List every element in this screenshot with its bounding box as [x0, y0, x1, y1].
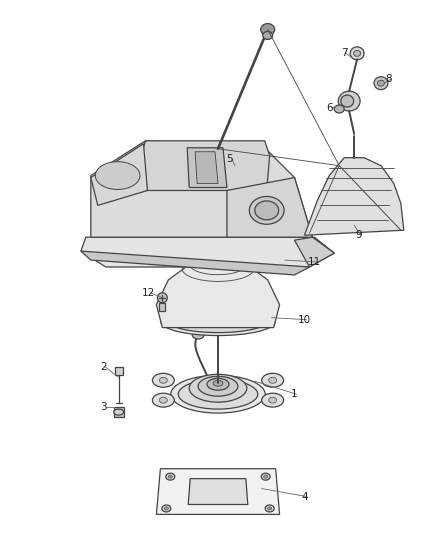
Polygon shape: [141, 141, 270, 190]
Text: 2: 2: [100, 362, 107, 373]
Ellipse shape: [374, 77, 388, 90]
Ellipse shape: [265, 505, 274, 512]
Ellipse shape: [207, 378, 229, 390]
Ellipse shape: [197, 252, 239, 268]
Ellipse shape: [262, 393, 283, 407]
Ellipse shape: [211, 251, 225, 259]
Ellipse shape: [268, 507, 272, 510]
Bar: [114, 407, 124, 417]
Ellipse shape: [171, 375, 265, 413]
Ellipse shape: [341, 95, 353, 107]
Ellipse shape: [159, 377, 167, 383]
Ellipse shape: [170, 311, 267, 333]
Polygon shape: [91, 141, 312, 237]
Ellipse shape: [162, 505, 171, 512]
Ellipse shape: [164, 507, 168, 510]
Text: 10: 10: [298, 314, 311, 325]
Ellipse shape: [338, 91, 360, 111]
Text: 12: 12: [142, 288, 155, 298]
Ellipse shape: [215, 249, 222, 255]
Ellipse shape: [152, 373, 174, 387]
Ellipse shape: [166, 473, 175, 480]
Ellipse shape: [378, 80, 385, 86]
Text: 8: 8: [385, 74, 392, 84]
Ellipse shape: [168, 475, 172, 478]
Ellipse shape: [114, 409, 124, 415]
Ellipse shape: [261, 23, 275, 36]
Ellipse shape: [264, 475, 268, 478]
Polygon shape: [195, 152, 218, 183]
Ellipse shape: [262, 373, 283, 387]
Text: 9: 9: [356, 230, 362, 240]
Polygon shape: [81, 251, 309, 275]
Ellipse shape: [350, 47, 364, 60]
Polygon shape: [294, 237, 334, 267]
Polygon shape: [156, 258, 279, 328]
Text: 4: 4: [301, 491, 308, 502]
Polygon shape: [187, 148, 227, 188]
Ellipse shape: [161, 308, 275, 336]
Text: 5: 5: [226, 154, 233, 164]
Polygon shape: [156, 469, 279, 514]
Text: 7: 7: [341, 49, 347, 58]
Ellipse shape: [268, 397, 277, 403]
Ellipse shape: [178, 379, 258, 409]
Ellipse shape: [263, 31, 273, 39]
Polygon shape: [304, 158, 404, 235]
Ellipse shape: [353, 51, 360, 56]
Text: 6: 6: [326, 103, 332, 113]
Ellipse shape: [334, 105, 344, 113]
Ellipse shape: [249, 197, 284, 224]
Polygon shape: [188, 479, 248, 504]
Text: 1: 1: [291, 389, 298, 399]
Ellipse shape: [213, 380, 223, 386]
Ellipse shape: [192, 330, 204, 339]
Polygon shape: [227, 177, 312, 237]
Ellipse shape: [159, 397, 167, 403]
Polygon shape: [91, 144, 148, 205]
Bar: [115, 367, 123, 375]
Ellipse shape: [152, 393, 174, 407]
Text: 11: 11: [308, 257, 321, 267]
Ellipse shape: [268, 377, 277, 383]
Ellipse shape: [157, 293, 167, 303]
Ellipse shape: [189, 374, 247, 402]
Bar: [159, 303, 165, 311]
Ellipse shape: [261, 473, 270, 480]
Polygon shape: [81, 237, 334, 267]
Ellipse shape: [198, 376, 238, 396]
Ellipse shape: [255, 201, 279, 220]
Ellipse shape: [95, 161, 140, 190]
Text: 3: 3: [100, 402, 107, 412]
